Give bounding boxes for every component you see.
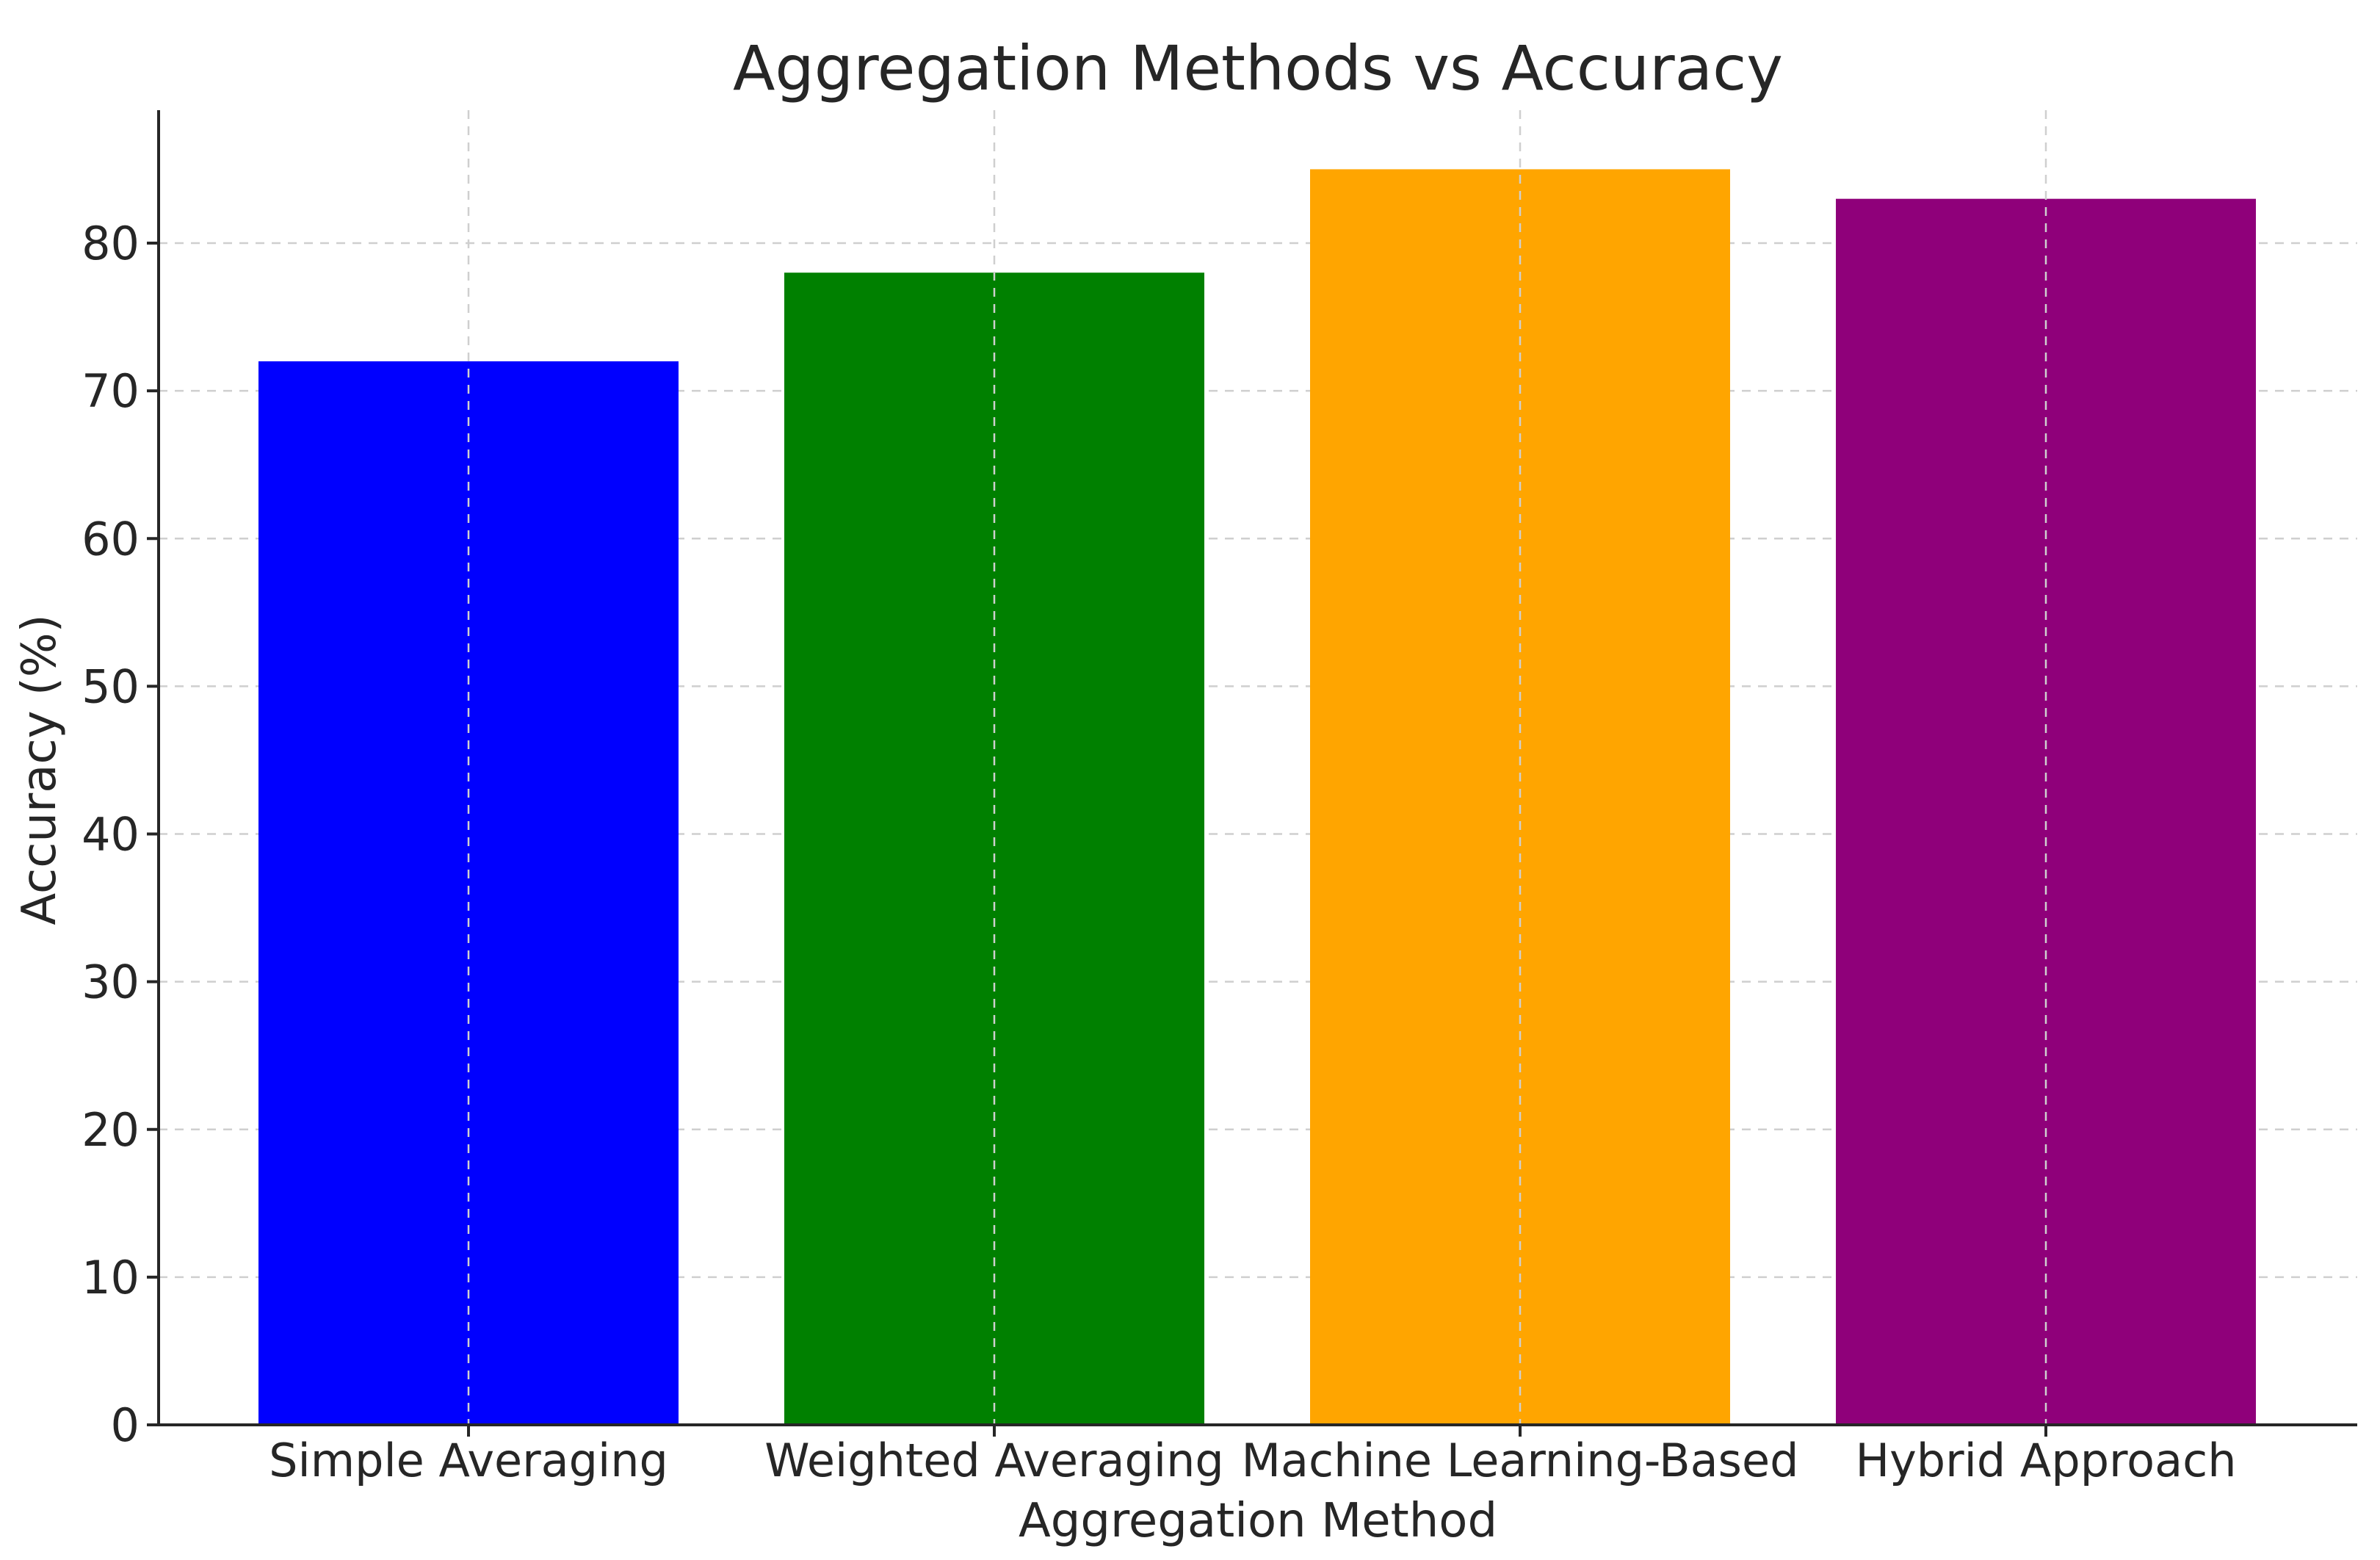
y-tick-label: 70 [82, 364, 140, 418]
y-tick-label: 40 [82, 808, 140, 862]
x-tick-label: Hybrid Approach [1855, 1434, 2236, 1487]
x-tick-label: Simple Averaging [269, 1434, 668, 1487]
y-tick-label: 80 [82, 217, 140, 270]
y-tick-label: 0 [111, 1398, 140, 1452]
y-axis-title: Accuracy (%) [12, 614, 67, 925]
x-axis-title: Aggregation Method [1019, 1494, 1497, 1548]
x-tick-label: Weighted Averaging [764, 1434, 1224, 1487]
y-tick-label: 10 [82, 1251, 140, 1304]
y-tick-label: 30 [82, 956, 140, 1009]
axes [157, 110, 2357, 1426]
y-tick-label: 60 [82, 512, 140, 566]
y-tick-label: 20 [82, 1103, 140, 1157]
chart-title: Aggregation Methods vs Accuracy [733, 32, 1783, 104]
x-ticks: Simple Averaging Weighted Averaging Machin… [269, 1425, 2237, 1487]
bar-weighted-averaging [784, 272, 1204, 1425]
x-tick-label: Machine Learning-Based [1242, 1434, 1799, 1487]
y-tick-label: 50 [82, 660, 140, 713]
y-ticks: 0 10 20 30 40 50 60 70 80 [82, 217, 159, 1452]
